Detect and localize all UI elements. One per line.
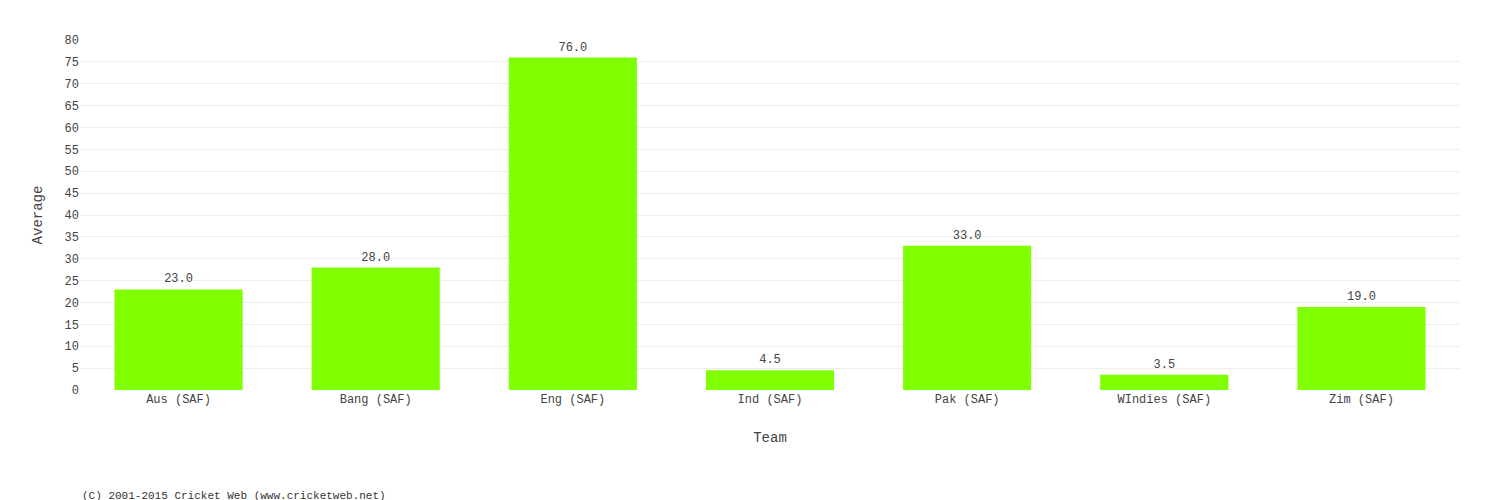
- svg-text:28.0: 28.0: [361, 251, 390, 265]
- svg-text:15: 15: [65, 319, 79, 333]
- svg-text:4.5: 4.5: [759, 353, 781, 367]
- svg-text:WIndies (SAF): WIndies (SAF): [1117, 393, 1211, 407]
- svg-text:35: 35: [65, 231, 79, 245]
- svg-text:0: 0: [72, 384, 79, 398]
- svg-text:20: 20: [65, 297, 79, 311]
- svg-text:50: 50: [65, 165, 79, 179]
- svg-text:10: 10: [65, 340, 79, 354]
- svg-text:25: 25: [65, 275, 79, 289]
- svg-text:5: 5: [72, 362, 79, 376]
- svg-text:45: 45: [65, 187, 79, 201]
- svg-text:Ind (SAF): Ind (SAF): [738, 393, 803, 407]
- svg-text:Average: Average: [30, 186, 46, 245]
- svg-text:30: 30: [65, 253, 79, 267]
- svg-text:Eng (SAF): Eng (SAF): [540, 393, 605, 407]
- svg-text:Zim (SAF): Zim (SAF): [1329, 393, 1394, 407]
- svg-text:Team: Team: [753, 430, 787, 446]
- svg-text:23.0: 23.0: [164, 272, 193, 286]
- svg-text:Aus (SAF): Aus (SAF): [146, 393, 211, 407]
- svg-text:75: 75: [65, 56, 79, 70]
- svg-text:33.0: 33.0: [953, 229, 982, 243]
- svg-text:65: 65: [65, 100, 79, 114]
- svg-text:40: 40: [65, 209, 79, 223]
- svg-text:(C) 2001-2015 Cricket Web (www: (C) 2001-2015 Cricket Web (www.cricketwe…: [82, 490, 386, 500]
- svg-text:Bang (SAF): Bang (SAF): [340, 393, 412, 407]
- svg-text:19.0: 19.0: [1347, 290, 1376, 304]
- svg-text:76.0: 76.0: [558, 41, 587, 55]
- svg-text:80: 80: [65, 34, 79, 48]
- svg-text:3.5: 3.5: [1153, 358, 1175, 372]
- svg-text:55: 55: [65, 144, 79, 158]
- svg-text:70: 70: [65, 78, 79, 92]
- svg-text:Pak (SAF): Pak (SAF): [935, 393, 1000, 407]
- svg-text:60: 60: [65, 122, 79, 136]
